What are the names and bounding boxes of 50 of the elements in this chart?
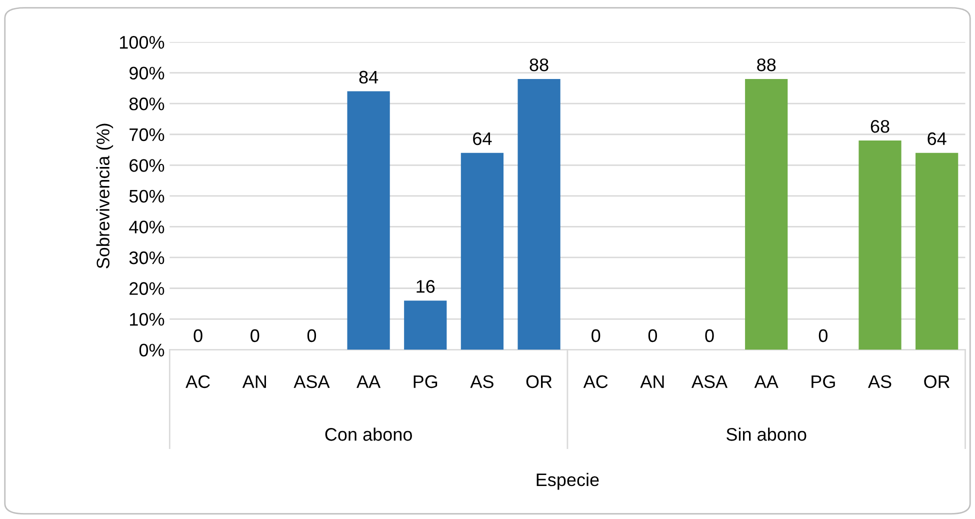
data-label: 0 xyxy=(307,329,316,342)
bar xyxy=(518,78,560,350)
text: Sin abono xyxy=(726,428,806,441)
data-label: 0 xyxy=(250,329,260,342)
y-tick-label: 100% xyxy=(120,36,164,49)
x-tick-label: AC xyxy=(186,375,210,388)
data-label: 0 xyxy=(194,329,202,342)
text: Con abono xyxy=(325,428,412,441)
x-tick-label: AA xyxy=(754,375,778,388)
x-tick-label: AC xyxy=(583,375,608,388)
bar xyxy=(745,78,788,350)
x-tick-label: OR xyxy=(924,375,950,388)
data-label: 64 xyxy=(928,132,946,146)
x-tick-label: ASA xyxy=(294,375,330,388)
y-tick-label: 10% xyxy=(130,312,164,326)
data-label: 0 xyxy=(592,329,600,342)
x-tick-label: AA xyxy=(356,375,381,388)
x-tick-label: PG xyxy=(812,375,835,388)
x-tick-label: AS xyxy=(470,375,494,388)
y-tick-label: 0% xyxy=(139,344,164,357)
data-label: 88 xyxy=(757,58,776,72)
bar xyxy=(460,152,504,350)
x-tick-label: AS xyxy=(868,375,892,388)
data-label: 0 xyxy=(705,329,714,342)
y-tick-label: 50% xyxy=(129,190,164,203)
data-label: 68 xyxy=(870,120,890,133)
y-tick-label: 20% xyxy=(130,282,164,295)
data-label: 64 xyxy=(473,132,492,146)
data-label: 84 xyxy=(359,70,378,84)
y-axis-title: Sobrevivencia (%) xyxy=(96,124,114,268)
bar xyxy=(347,91,390,350)
y-tick-label: 40% xyxy=(129,220,164,234)
x-tick-label: AN xyxy=(242,375,266,388)
x-tick-label: ASA xyxy=(691,375,728,388)
x-axis-title: Especie xyxy=(536,472,599,490)
data-label: 88 xyxy=(530,58,548,72)
y-tick-label: 70% xyxy=(130,128,164,142)
y-tick-label: 90% xyxy=(130,66,164,80)
data-label: 0 xyxy=(818,329,828,342)
x-tick-label: AN xyxy=(640,375,664,388)
data-label: 0 xyxy=(648,329,658,342)
bar xyxy=(916,152,958,350)
y-tick-label: 80% xyxy=(129,98,164,110)
bar xyxy=(858,140,902,350)
data-label: 16 xyxy=(416,280,435,293)
x-tick-label: OR xyxy=(526,375,552,388)
y-tick-label: 60% xyxy=(130,159,164,172)
x-tick-label: PG xyxy=(414,375,438,388)
y-tick-label: 30% xyxy=(129,251,164,264)
bar xyxy=(404,300,447,350)
